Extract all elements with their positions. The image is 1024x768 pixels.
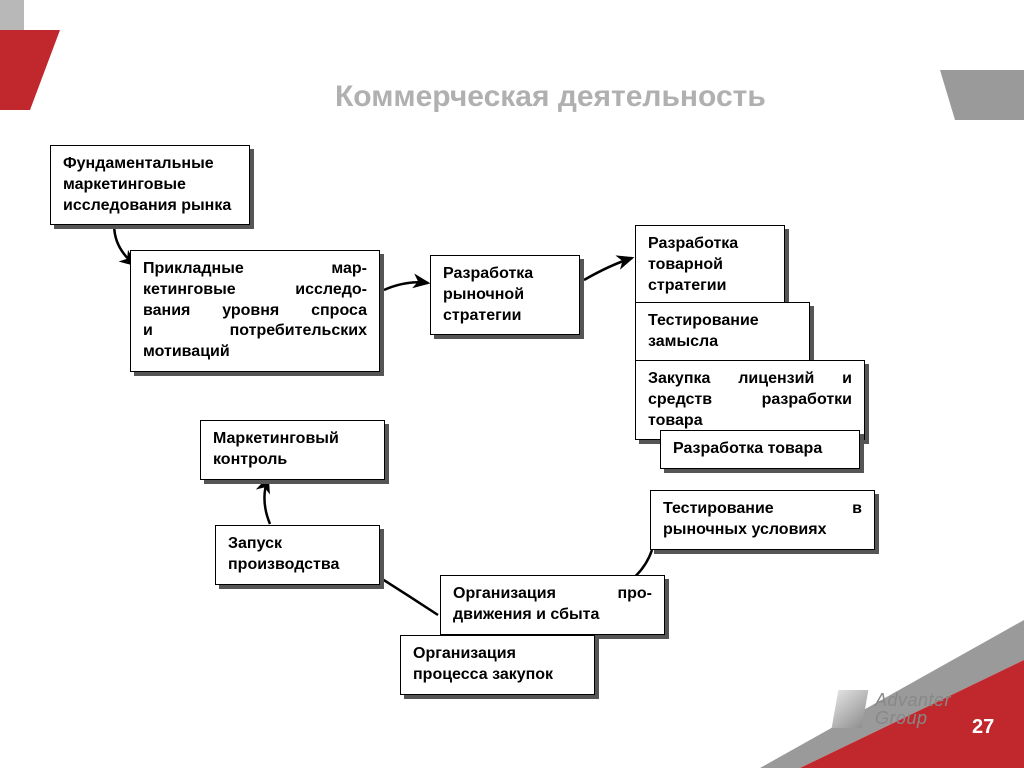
logo-text: Advanter Group (875, 691, 951, 727)
flowchart-node-b2: Прикладные мар-кетинговые исследо-вания … (130, 250, 380, 372)
advanter-logo: Advanter Group (835, 690, 951, 728)
flowchart-node-b1: Фундаментальныемаркетинговыеисследования… (50, 145, 250, 225)
flowchart-node-b5: Тестированиезамысла (635, 302, 810, 362)
logo-icon (832, 690, 869, 728)
flowchart-node-b10: Организацияпроцесса закупок (400, 635, 595, 695)
flowchart-node-b8: Тестирование врыночных условиях (650, 490, 875, 550)
flowchart-node-b9: Организация про-движения и сбыта (440, 575, 665, 635)
flowchart-node-b11: Запускпроизводства (215, 525, 380, 585)
flowchart-node-b4: Разработкатоварнойстратегии (635, 225, 785, 305)
flowchart-node-b6: Закупка лицензий исредств разработкитова… (635, 360, 865, 440)
flowchart-node-b3: Разработкарыночнойстратегии (430, 255, 580, 335)
page-title: Коммерческая деятельность (335, 80, 766, 114)
flowchart-node-b12: Маркетинговыйконтроль (200, 420, 385, 480)
flowchart-node-b7: Разработка товара (660, 430, 860, 469)
page-number: 27 (972, 716, 994, 739)
